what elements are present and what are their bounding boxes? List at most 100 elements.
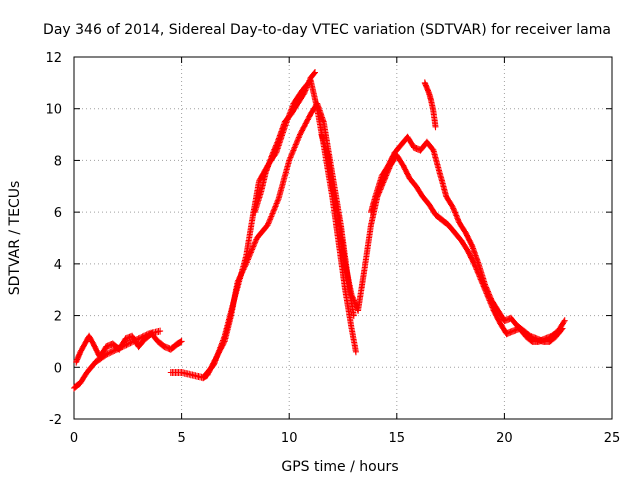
series-markers (251, 69, 318, 216)
data-point (288, 159, 291, 162)
data-point (499, 322, 501, 325)
data-point (350, 327, 353, 330)
data-point (464, 232, 467, 234)
data-point (253, 211, 256, 213)
data-point (180, 340, 183, 343)
data-point (245, 255, 247, 257)
data-point (419, 149, 422, 151)
data-point (529, 335, 532, 338)
data-point (370, 224, 372, 226)
series-track-b (73, 330, 185, 366)
data-point (561, 327, 564, 330)
data-point (492, 309, 495, 312)
data-point (421, 195, 424, 198)
y-tick-label: -2 (49, 413, 62, 428)
data-point (363, 268, 366, 270)
data-point (170, 371, 172, 374)
y-tick-labels: -2 0 2 4 6 8 10 12 (45, 51, 62, 428)
data-point (434, 126, 437, 128)
data-point (451, 206, 454, 208)
data-point (277, 138, 280, 141)
data-point (260, 190, 263, 193)
x-tick-labels: 0 5 10 15 20 25 (70, 431, 620, 446)
data-point (380, 175, 383, 177)
data-point (73, 387, 75, 389)
data-point (542, 340, 544, 343)
x-tick-label: 25 (604, 431, 621, 446)
data-point (428, 92, 430, 94)
data-point (406, 136, 409, 138)
data-point (467, 250, 469, 252)
series-markers (73, 330, 185, 366)
y-tick-label: 6 (54, 206, 62, 221)
data-point (159, 330, 161, 332)
series-track-c (167, 100, 357, 382)
data-point (131, 335, 133, 338)
data-point (331, 185, 334, 188)
data-point (144, 338, 146, 340)
data-point (94, 361, 97, 363)
data-point (510, 317, 512, 319)
data-point (150, 332, 153, 335)
data-point (555, 335, 557, 338)
data-point (118, 348, 120, 350)
data-point (223, 335, 226, 338)
data-point (163, 345, 166, 348)
data-point (202, 376, 204, 379)
data-point (531, 340, 534, 343)
series-track-g (368, 133, 566, 345)
data-point (344, 263, 346, 265)
ticks-layer (73, 56, 613, 420)
data-point (127, 343, 129, 345)
data-point (355, 350, 357, 353)
plot-frame (73, 56, 613, 420)
data-point (86, 371, 88, 374)
data-point (213, 363, 215, 366)
data-point (387, 164, 389, 167)
data-point (441, 219, 443, 221)
series-markers (368, 133, 566, 345)
data-point (423, 82, 426, 84)
x-tick-label: 20 (496, 431, 513, 446)
data-point (299, 133, 301, 136)
data-point (337, 242, 340, 244)
data-point (271, 154, 273, 157)
data-point (92, 343, 95, 345)
series-markers (167, 100, 357, 382)
data-point (327, 154, 329, 157)
data-point (460, 239, 463, 242)
data-point (430, 100, 433, 102)
data-point (503, 319, 506, 322)
data-point (99, 356, 101, 358)
data-point (505, 332, 508, 335)
data-point (490, 299, 493, 301)
data-point (548, 340, 551, 343)
data-point (320, 133, 323, 136)
x-tick-label: 15 (389, 431, 406, 446)
data-point (105, 353, 108, 356)
data-point (516, 325, 519, 327)
data-point (357, 309, 359, 312)
data-point (415, 185, 417, 188)
y-tick-label: 8 (54, 154, 62, 169)
data-point (426, 87, 428, 89)
x-tick-label: 5 (177, 431, 185, 446)
series-layer (71, 69, 568, 392)
data-point (563, 319, 566, 322)
series-track-e (251, 69, 318, 216)
data-point (309, 113, 312, 115)
data-point (497, 309, 499, 312)
y-tick-label: 4 (54, 258, 62, 273)
data-point (79, 350, 82, 353)
data-point (370, 211, 372, 213)
data-point (400, 144, 402, 146)
series-markers (421, 79, 439, 131)
data-point (137, 338, 140, 340)
data-point (350, 294, 353, 296)
data-point (124, 338, 127, 340)
data-point (176, 343, 179, 345)
x-axis-label: GPS time / hours (281, 459, 398, 475)
data-point (447, 224, 450, 226)
y-tick-label: 2 (54, 310, 62, 325)
